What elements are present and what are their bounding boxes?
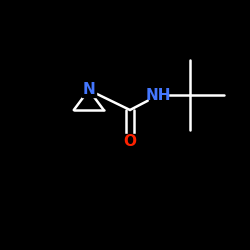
Text: O: O [124, 134, 136, 149]
Text: N: N [82, 82, 95, 98]
Bar [123, 134, 137, 148]
Text: NH: NH [146, 88, 172, 102]
Bar [150, 88, 168, 102]
Bar [82, 83, 96, 97]
